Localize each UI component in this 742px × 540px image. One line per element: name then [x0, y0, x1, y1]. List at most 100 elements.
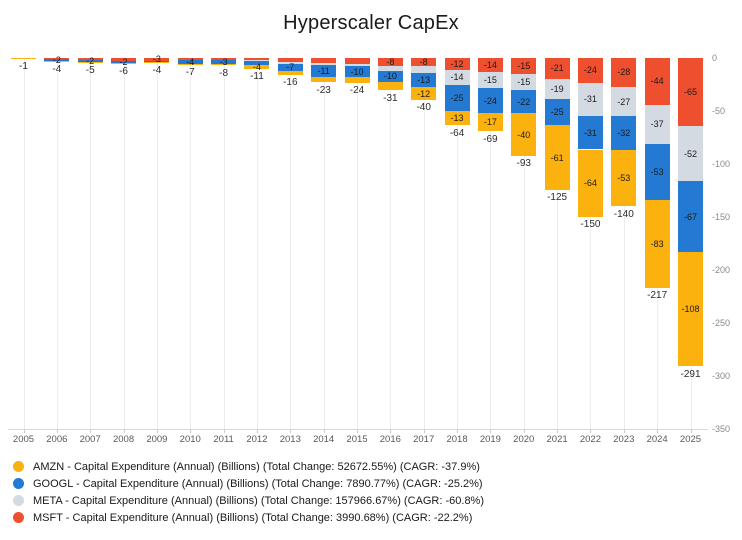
- bar-segment-msft-2022: -24: [577, 57, 603, 83]
- y-axis-label-0: 0: [712, 52, 718, 63]
- x-axis-tick-2015: [357, 428, 358, 433]
- bar-value-label-msft-2023: -28: [617, 67, 631, 78]
- legend-item-googl[interactable]: GOOGL - Capital Expenditure (Annual) (Bi…: [13, 475, 484, 492]
- gridline-2022: [590, 57, 592, 429]
- x-axis-label-2020: 2020: [513, 433, 535, 445]
- x-axis-label-2019: 2019: [479, 433, 501, 445]
- x-axis-label-2011: 2011: [213, 433, 234, 445]
- legend-label-googl: GOOGL - Capital Expenditure (Annual) (Bi…: [33, 477, 483, 490]
- bar-segment-meta-2015: [344, 63, 370, 67]
- x-axis-label-2009: 2009: [146, 433, 168, 445]
- bar-total-label-2015: -24: [349, 85, 365, 97]
- bar-segment-googl-2017: -13: [411, 73, 437, 88]
- bar-value-label-googl-2011: -3: [219, 56, 228, 67]
- legend-label-msft: MSFT - Capital Expenditure (Annual) (Bil…: [33, 511, 473, 524]
- bar-total-label-2017: -40: [416, 102, 431, 114]
- bar-segment-googl-2013: -7: [277, 62, 303, 72]
- y-axis-label--100: -100: [712, 158, 731, 169]
- x-axis-label-2021: 2021: [546, 433, 568, 445]
- bar-total-label-2011: -8: [219, 67, 229, 79]
- legend-item-amzn[interactable]: AMZN - Capital Expenditure (Annual) (Bil…: [13, 458, 484, 475]
- bar-segment-msft-2006: [44, 57, 70, 60]
- bar-segment-amzn-2022: -64: [577, 149, 603, 217]
- gridline-2019: [490, 57, 492, 429]
- x-axis-tick-2008: [123, 428, 125, 433]
- bar-value-label-googl-2017: -13: [417, 75, 431, 86]
- bar-value-label-amzn-2018: -13: [450, 113, 464, 124]
- y-axis-label--300: -300: [712, 370, 731, 381]
- y-axis-label--50: -50: [712, 105, 726, 116]
- bar-segment-meta-2020: -15: [511, 73, 537, 90]
- x-axis-tick-2017: [423, 428, 425, 433]
- legend-label-meta: META - Capital Expenditure (Annual) (Bil…: [33, 494, 484, 507]
- bar-segment-googl-2016: -10: [377, 71, 403, 82]
- bar-segment-googl-2010: -4: [177, 56, 203, 67]
- bar-segment-amzn-2012: -4: [244, 61, 270, 72]
- x-axis-tick-2023: [623, 428, 625, 433]
- bar-segment-msft-2008: [111, 57, 137, 61]
- bar-value-label-meta-2021: -19: [550, 84, 564, 95]
- bar-segment-meta-2021: -19: [544, 79, 570, 100]
- bar-value-label-googl-2016: -10: [383, 71, 397, 82]
- bar-value-label-msft-2022: -24: [583, 65, 597, 76]
- x-axis-tick-2006: [56, 428, 58, 433]
- legend-item-msft[interactable]: MSFT - Capital Expenditure (Annual) (Bil…: [13, 509, 484, 526]
- x-axis-tick-2009: [156, 428, 158, 433]
- x-axis-label-2013: 2013: [279, 433, 301, 445]
- x-axis-label-2012: 2012: [246, 433, 268, 445]
- bar-value-label-msft-2018: -12: [450, 58, 464, 69]
- bar-segment-googl-2020: -22: [511, 89, 537, 114]
- x-axis-label-2023: 2023: [613, 433, 635, 445]
- bar-segment-googl-2011: -3: [211, 56, 237, 67]
- x-axis-label-2006: 2006: [46, 433, 68, 445]
- y-axis-label--250: -250: [712, 317, 731, 328]
- legend-item-meta[interactable]: META - Capital Expenditure (Annual) (Bil…: [13, 492, 484, 509]
- chart-legend: AMZN - Capital Expenditure (Annual) (Bil…: [13, 458, 484, 526]
- bar-value-label-msft-2019: -14: [483, 59, 497, 70]
- bar-value-label-meta-2019: -15: [483, 75, 497, 86]
- bar-segment-meta-2023: -27: [611, 87, 637, 117]
- x-axis-label-2008: 2008: [112, 433, 135, 445]
- bar-total-label-2009: -4: [152, 64, 162, 76]
- x-axis-tick-2013: [290, 428, 292, 433]
- x-axis-label-2007: 2007: [79, 433, 101, 445]
- bar-segment-googl-2023: -32: [611, 116, 637, 151]
- bar-value-label-msft-2020: -15: [517, 60, 531, 71]
- x-axis-label-2010: 2010: [179, 433, 201, 445]
- gridline-2016: [390, 57, 392, 429]
- bar-value-label-amzn-2012: -4: [252, 61, 261, 72]
- bar-value-label-googl-2024: -53: [650, 167, 664, 178]
- bar-segment-amzn-2021: -61: [544, 125, 570, 190]
- bar-total-label-2008: -6: [119, 66, 128, 78]
- legend-dot-amzn-icon: [13, 461, 24, 472]
- bar-total-label-2025: -291: [680, 368, 701, 380]
- bar-segment-msft-2015: [344, 57, 370, 64]
- gridline-2017: [423, 57, 425, 429]
- bar-total-label-2005: -1: [19, 61, 28, 73]
- bar-value-label-googl-2019: -24: [483, 95, 497, 106]
- bar-total-label-2013: -16: [283, 77, 298, 89]
- gridline-2009: [156, 57, 158, 429]
- gridline-2011: [223, 57, 225, 429]
- bar-total-label-2023: -140: [613, 208, 634, 220]
- bar-segment-msft-2025: -65: [678, 57, 703, 126]
- bar-segment-amzn-2017: -12: [411, 87, 437, 100]
- bar-segment-meta-2022: -31: [577, 82, 603, 117]
- gridline-2018: [457, 57, 459, 429]
- x-axis-tick-2022: [590, 428, 592, 433]
- bar-segment-msft-2013: [277, 57, 303, 63]
- bar-total-label-2018: -64: [449, 127, 465, 139]
- y-axis-label--150: -150: [712, 211, 731, 222]
- bar-total-label-2006: -4: [52, 63, 62, 75]
- bar-segment-meta-2013: [277, 62, 303, 64]
- bar-total-label-2010: -7: [185, 67, 195, 79]
- bar-segment-msft-2024: -44: [644, 57, 670, 105]
- bar-value-label-googl-2010: -4: [186, 56, 195, 67]
- bar-segment-msft-2023: -28: [611, 57, 637, 88]
- x-axis-tick-2024: [657, 428, 659, 433]
- bar-value-label-meta-2023: -27: [617, 96, 631, 107]
- bar-segment-msft-2016: -8: [377, 57, 403, 67]
- bar-value-label-amzn-2024: -83: [650, 238, 664, 249]
- x-axis-tick-2021: [557, 428, 559, 433]
